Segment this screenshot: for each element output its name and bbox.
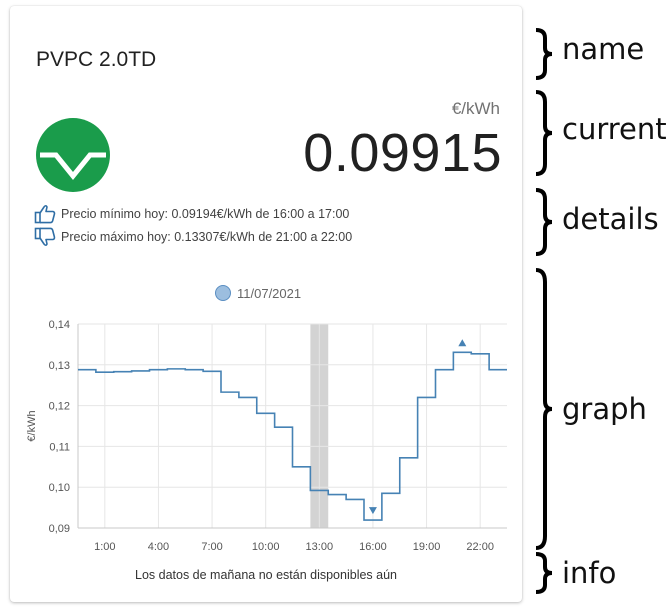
- x-tick-label: 19:00: [413, 541, 441, 553]
- info-text: Los datos de mañana no están disponibles…: [135, 568, 397, 582]
- min-price-text: Precio mínimo hoy: 0.09194€/kWh de 16:00…: [61, 207, 350, 221]
- min-price-detail: Precio mínimo hoy: 0.09194€/kWh de 16:00…: [34, 204, 349, 224]
- price-card: PVPC 2.0TD €/kWh 0.09915 Precio mínimo h…: [10, 6, 522, 602]
- thumbs-down-icon: [34, 227, 56, 247]
- annotation-info: info: [562, 556, 617, 590]
- annotation-name: name: [562, 32, 645, 66]
- price-trend-icon: [36, 118, 110, 192]
- x-tick-label: 4:00: [148, 541, 169, 553]
- x-tick-label: 13:00: [306, 541, 334, 553]
- y-tick-label: 0,11: [49, 441, 70, 453]
- status-circle: [36, 118, 110, 192]
- annotation-details: details: [562, 202, 659, 236]
- y-tick-label: 0,10: [49, 482, 70, 494]
- brace-details: [535, 188, 553, 256]
- max-price-marker: [458, 339, 467, 347]
- min-price-marker: [368, 507, 377, 515]
- card-name: PVPC 2.0TD: [36, 48, 157, 71]
- brace-graph: [535, 268, 553, 550]
- x-tick-label: 22:00: [466, 541, 494, 553]
- current-price: 0.09915: [303, 123, 502, 183]
- y-tick-label: 0,09: [49, 523, 70, 535]
- brace-info: [535, 552, 553, 594]
- trend-line: [40, 152, 106, 180]
- max-price-detail: Precio máximo hoy: 0.13307€/kWh de 21:00…: [34, 227, 352, 247]
- x-tick-label: 16:00: [359, 541, 387, 553]
- y-tick-label: 0,14: [49, 319, 70, 331]
- y-tick-label: 0,13: [49, 360, 70, 372]
- brace-current: [535, 90, 553, 176]
- x-tick-label: 10:00: [252, 541, 280, 553]
- legend-label: 11/07/2021: [237, 285, 302, 301]
- price-unit: €/kWh: [451, 99, 500, 118]
- legend-swatch: [215, 285, 231, 301]
- price-chart: 0,09 0,10 0,11 0,12 0,13 0,14 1:00 4:00 7:00 10:0…: [26, 319, 507, 553]
- brace-name: [535, 28, 553, 80]
- x-tick-label: 1:00: [94, 541, 115, 553]
- price-series-line: [78, 351, 507, 521]
- annotation-current: current: [562, 112, 667, 146]
- x-tick-label: 7:00: [201, 541, 222, 553]
- y-axis-label: €/kWh: [26, 410, 38, 441]
- thumbs-up-icon: [34, 204, 56, 224]
- y-tick-label: 0,12: [49, 401, 70, 413]
- annotation-graph: graph: [562, 392, 647, 426]
- max-price-text: Precio máximo hoy: 0.13307€/kWh de 21:00…: [61, 230, 353, 244]
- chart-legend[interactable]: 11/07/2021: [215, 285, 301, 301]
